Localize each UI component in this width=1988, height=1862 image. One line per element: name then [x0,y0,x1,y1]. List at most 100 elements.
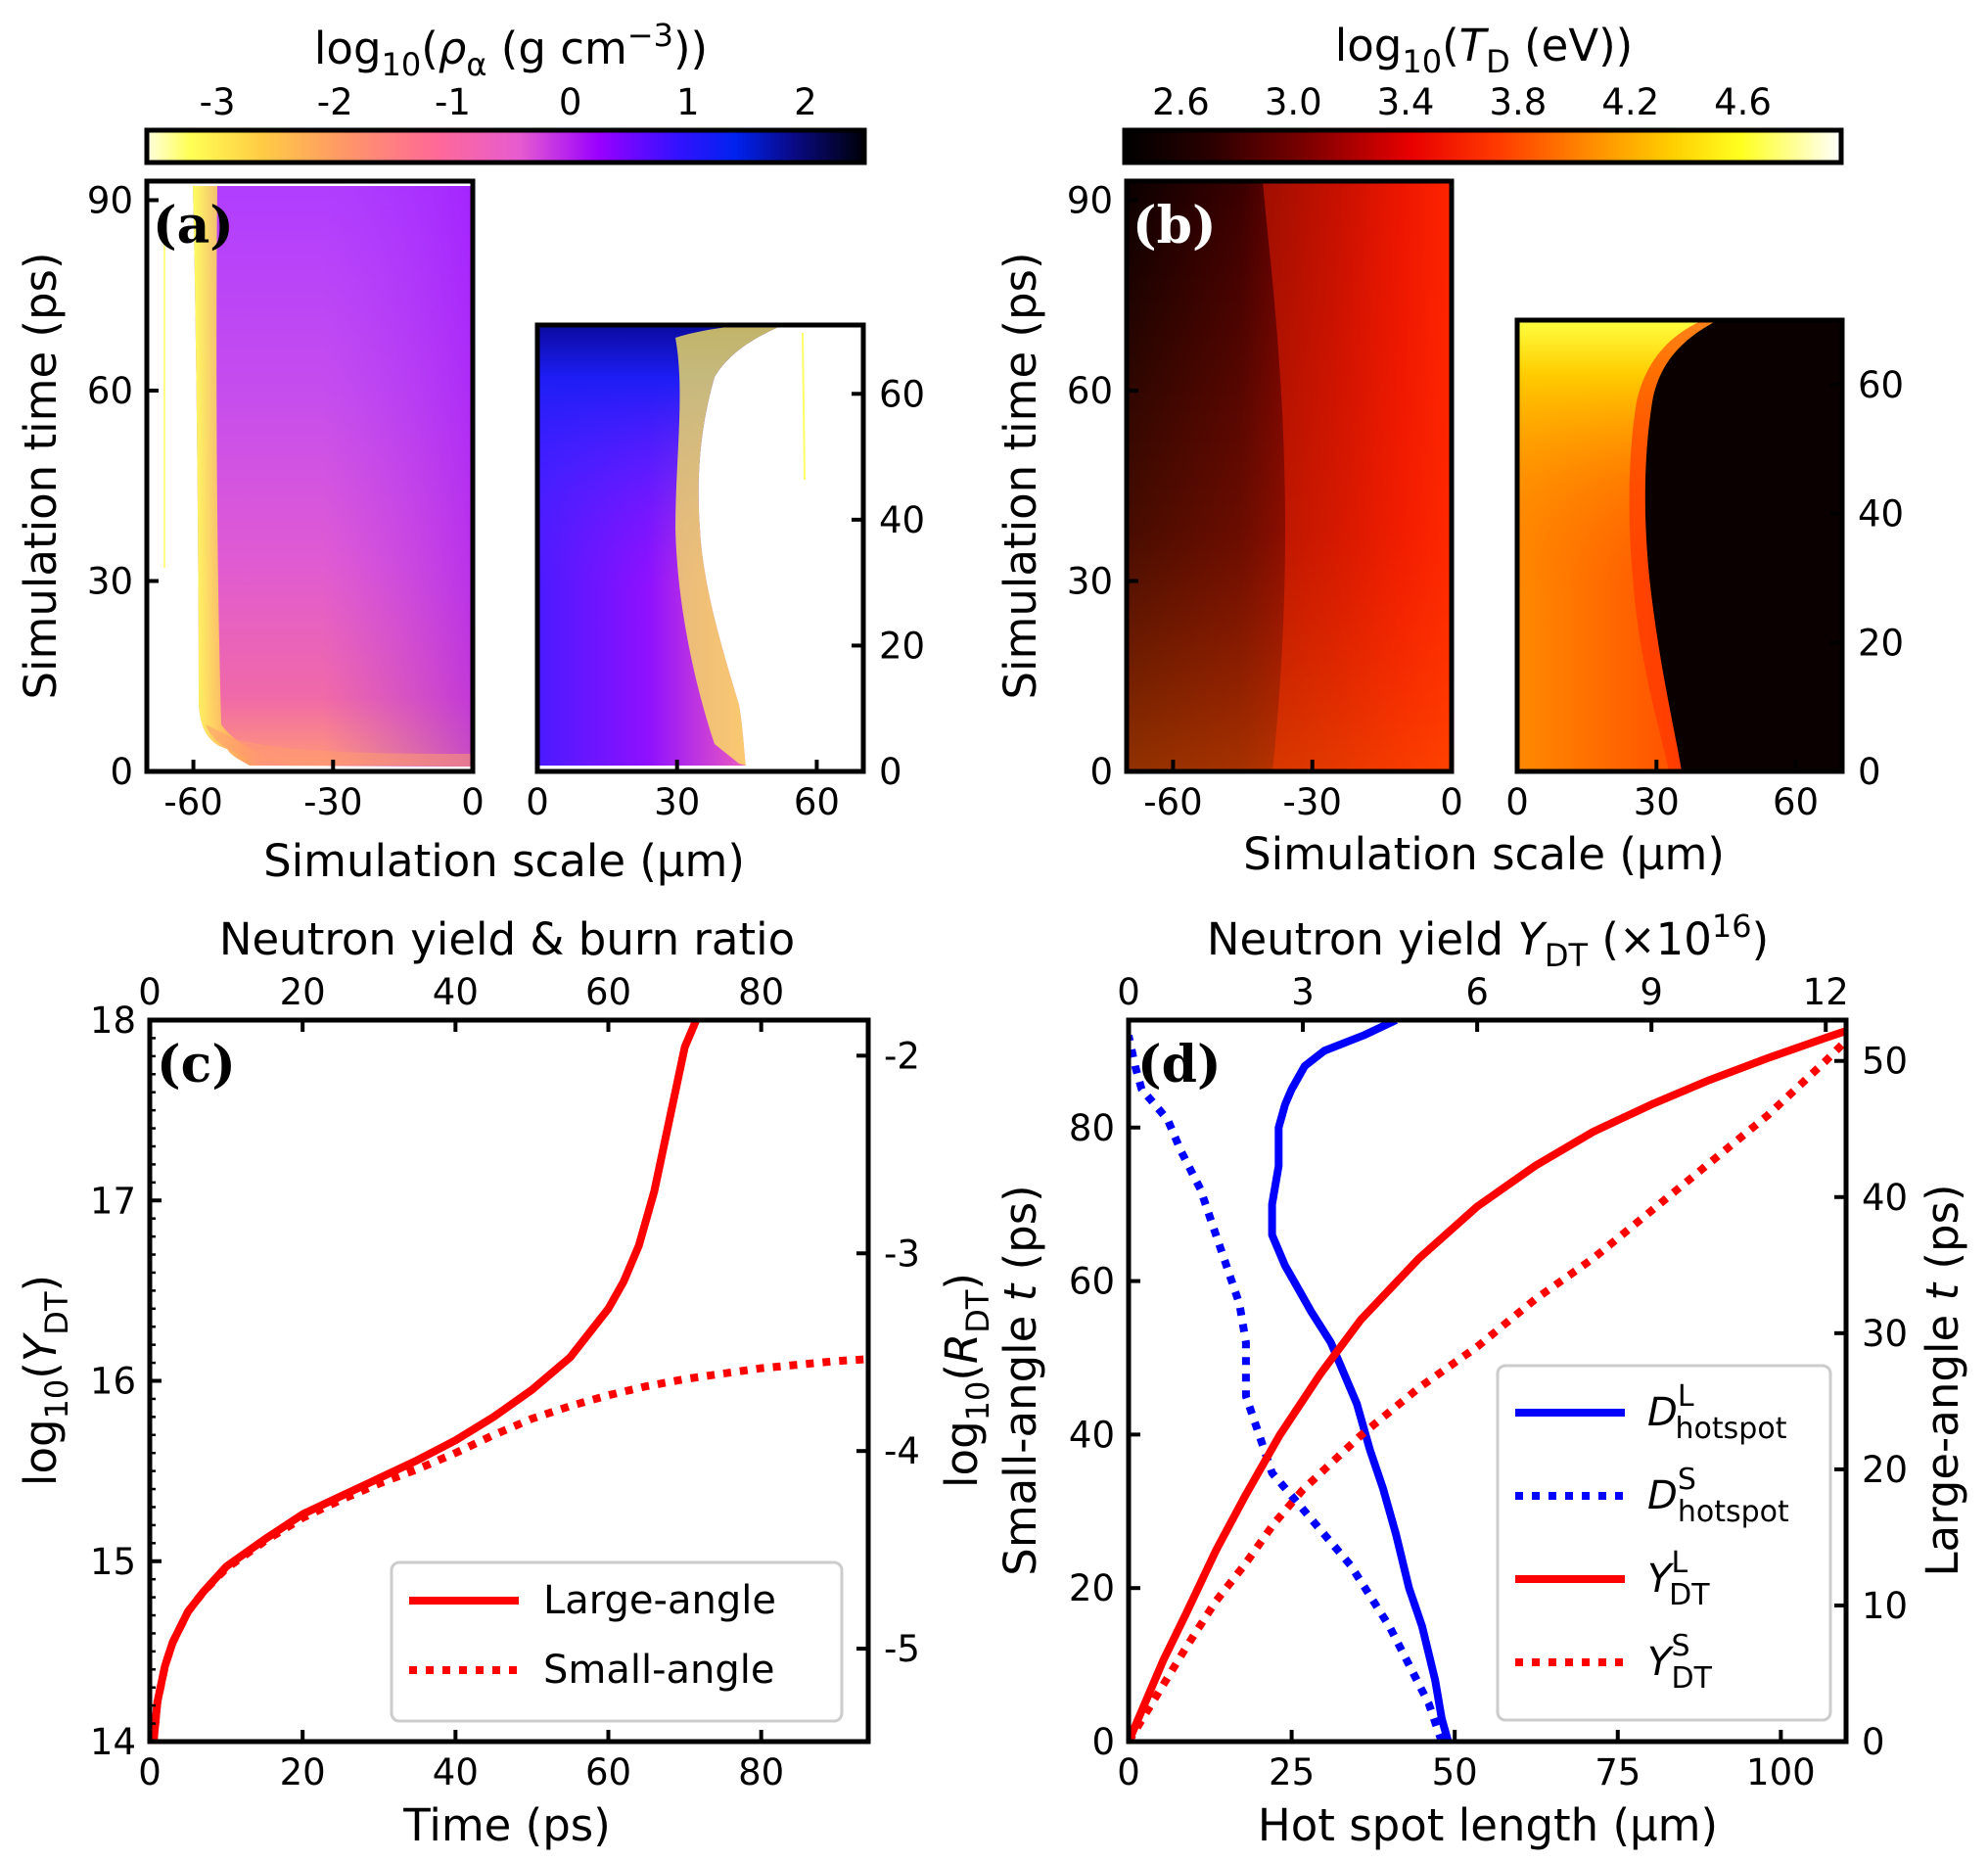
axis-d-x-tick-label: 50 [1432,1751,1478,1793]
colorbar-a-tick-label: -2 [317,81,353,123]
axis-c-right-y-tick-label: -5 [884,1628,920,1670]
panel-a: log10(ρα (g cm−3)) -3 -2 -1 0 1 2 (a) -60 -30 0… [15,17,925,887]
axis-a-right-y-tick-label: 60 [879,373,925,415]
series-c-small-angle [150,1355,868,1742]
axis-b-left-x-tick-label: -60 [1143,781,1202,823]
ylabel-a: Simulation time (ps) [15,252,67,699]
colorbar-b-tick-label: 3.0 [1265,81,1322,123]
series-d-y-l-dt [1129,1027,1846,1742]
axis-b-right-x-tick-label: 0 [1505,781,1529,823]
series-d-d-l-hotspot [1268,1020,1453,1742]
axis-a-right-x-tick-label: 60 [794,781,840,823]
heatmap-a-left [147,181,473,771]
axis-b-left-y-tick-label: 60 [1067,370,1113,412]
axis-d-right-y-tick-label: 0 [1862,1721,1885,1763]
axis-d-top-x-tick-label: 6 [1465,971,1489,1013]
axis-d-x-tick-label: 0 [1117,1751,1140,1793]
axes-b-right: 0 30 60 0 20 40 60 [1505,364,1904,823]
colorbar-b-tick-label: 2.6 [1152,81,1210,123]
colorbar-a-tick-label: 2 [794,81,817,123]
legend-d: DL hotspot DS hotspot YL DT YS DT [1496,1364,1832,1722]
legend-d-label: YL DT [1647,1546,1710,1612]
axis-c-x-tick-label: 40 [433,1751,479,1793]
axis-c-top-x-tick-label: 0 [138,971,162,1013]
xlabel-a: Simulation scale (μm) [263,835,745,887]
series-d-d-s-hotspot [1129,1034,1446,1742]
axis-c-top-x-tick-label: 20 [280,971,326,1013]
axis-b-right-y-tick-label: 60 [1858,364,1904,406]
right-ylabel-c: log10(RDT) [936,1273,996,1488]
axis-a-left-y-tick-label: 0 [110,751,133,793]
axis-c-top-x-tick-label: 60 [585,971,631,1013]
panel-letter-c: (c) [157,1035,236,1094]
axis-b-right-x-tick-label: 60 [1773,781,1819,823]
heatmap-a-left-frame [144,178,476,774]
axis-d-top-x-tick-label: 9 [1640,971,1663,1013]
panel-letter-d: (d) [1137,1035,1222,1094]
axis-a-left-x-tick-label: 0 [461,781,485,823]
axis-d-x-tick-label: 75 [1595,1751,1641,1793]
colorbar-a-label: log10(ρα (g cm−3)) [314,17,708,83]
axis-a-left-y-tick-label: 60 [87,370,133,412]
legend-d-label: DS hotspot [1647,1463,1789,1529]
heatmap-b-right-frame [1514,317,1845,774]
axis-d-x-tick-label: 25 [1269,1751,1315,1793]
axis-a-left-x-tick-label: -60 [163,781,222,823]
legend-d-box [1496,1364,1832,1722]
axis-b-right-y-tick-label: 0 [1858,751,1881,793]
axis-c-x-tick-label: 20 [280,1751,326,1793]
plot-c-lines [150,1020,868,1742]
axis-b-right-y-tick-label: 40 [1858,493,1904,535]
panel-c: Neutron yield & burn ratio 0 20 40 60 80 0 20 4… [15,913,996,1851]
axis-c-top-x-tick-label: 80 [738,971,784,1013]
axis-c-x-tick-label: 0 [138,1751,162,1793]
heatmap-a-right [537,325,863,771]
axes-c: 0 20 40 60 80 0 20 40 60 80 14 15 16 17 18 -5 -4 -3 -2 [90,971,920,1793]
axis-c-x-tick-label: 60 [585,1751,631,1793]
colorbar-a-tick-label: 1 [676,81,700,123]
axes-b-left: -60 -30 0 0 30 60 90 [1067,179,1463,823]
colorbar-b-label: log10(TD (eV)) [1335,20,1633,80]
series-d-y-s-dt [1129,1038,1846,1742]
axis-b-left-y-tick-label: 30 [1067,560,1113,602]
axis-c-y-tick-label: 14 [90,1721,136,1763]
axis-a-right-x-tick-label: 0 [526,781,549,823]
axes-d: 0 25 50 75 100 0 3 6 9 12 0 20 40 60 80 0 10 20 30 40 50 [1069,971,1908,1793]
colorbar-a [144,127,867,165]
xlabel-d: Hot spot length (μm) [1258,1799,1718,1851]
top-xlabel-d: Neutron yield YDT (×1016) [1207,908,1769,974]
axis-d-right-y-tick-label: 20 [1862,1449,1908,1491]
xlabel-b: Simulation scale (μm) [1243,828,1725,880]
axis-d-x-tick-label: 100 [1746,1751,1816,1793]
axis-c-right-y-tick-label: -2 [884,1035,920,1077]
axis-c-y-tick-label: 15 [90,1541,136,1583]
axes-a-right: 0 30 60 0 20 40 60 [526,373,925,823]
axis-d-top-x-tick-label: 0 [1117,971,1140,1013]
axis-c-y-tick-label: 18 [90,1000,136,1042]
axis-d-right-y-tick-label: 30 [1862,1313,1908,1355]
colorbar-a-tick-label: -1 [435,81,471,123]
legend-c-label-large: Large-angle [543,1578,776,1623]
axis-b-left-x-tick-label: -30 [1282,781,1341,823]
axis-c-top-x-tick-label: 40 [433,971,479,1013]
axis-d-right-y-tick-label: 50 [1862,1041,1908,1083]
axis-a-left-x-tick-label: -30 [303,781,362,823]
colorbar-a-tick-label: -3 [200,81,236,123]
colorbar-b-tick-label: 4.6 [1714,81,1772,123]
ylabel-d: Small-angle t (ps) [994,1185,1046,1575]
plot-d-frame [1126,1017,1849,1745]
legend-d-label: YS DT [1647,1629,1713,1696]
axis-d-y-tick-label: 80 [1069,1107,1115,1149]
panel-letter-b: (b) [1133,196,1217,256]
ylabel-b: Simulation time (ps) [994,252,1046,699]
axis-b-right-y-tick-label: 20 [1858,622,1904,664]
axis-b-left-y-tick-label: 90 [1067,179,1113,221]
axis-d-y-tick-label: 20 [1069,1567,1115,1609]
colorbar-b-tick-label: 4.2 [1601,81,1659,123]
legend-c: Large-angle Small-angle [390,1560,844,1723]
axis-a-left-y-tick-label: 30 [87,560,133,602]
legend-d-label: DL hotspot [1647,1379,1787,1446]
axis-c-y-tick-label: 16 [90,1361,136,1403]
